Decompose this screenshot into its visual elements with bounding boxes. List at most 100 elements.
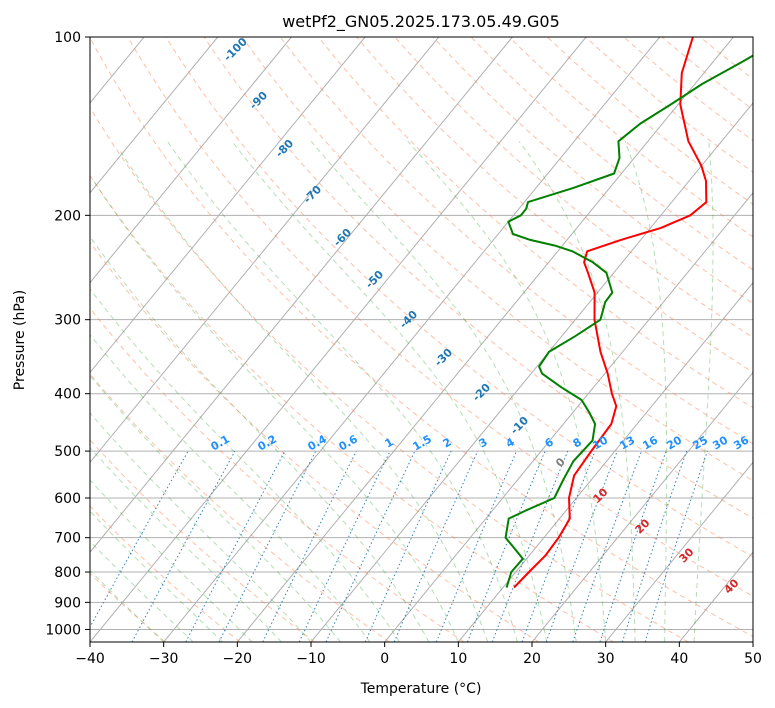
x-tick-label: 0 — [380, 651, 389, 667]
moist-adiabat — [231, 140, 548, 642]
moist-adiabat — [624, 141, 668, 642]
isotherm-gridline — [605, 461, 753, 642]
mixing-ratio-line — [218, 450, 317, 642]
dry-adiabat — [90, 373, 390, 642]
isotherm-gridline — [752, 641, 753, 642]
isotherm-gridline — [90, 37, 219, 194]
x-tick-label: 10 — [449, 651, 467, 667]
y-tick-label: 800 — [54, 565, 81, 581]
dewpoint-profile — [504, 54, 753, 588]
x-axis-label: Temperature (°C) — [360, 681, 482, 697]
background-lines — [0, 37, 753, 642]
moist-adiabat-label: 10 — [591, 485, 611, 505]
dry-adiabat-label: -40 — [397, 308, 420, 331]
dry-adiabat-label: -30 — [432, 346, 455, 369]
dry-adiabat — [90, 439, 315, 642]
dry-adiabat — [661, 37, 753, 111]
mixing-ratio-label: 0.4 — [306, 432, 330, 453]
isotherm-gridline — [90, 37, 587, 642]
moist-adiabat — [90, 479, 253, 642]
mixing-ratio-line — [185, 450, 286, 642]
moist-adiabat — [407, 140, 607, 642]
mixing-ratio-label: 25 — [690, 434, 710, 453]
moist-adiabat — [93, 180, 459, 642]
mixing-ratio-label: 8 — [571, 435, 584, 450]
dry-adiabat-label: -90 — [247, 89, 270, 112]
moist-adiabat-label: 0 — [553, 455, 568, 470]
isotherm-gridline — [163, 37, 661, 642]
mixing-ratio-label: 6 — [543, 435, 556, 450]
mixing-ratio-line — [393, 450, 479, 642]
dry-adiabat — [90, 572, 166, 642]
y-tick-label: 600 — [54, 491, 81, 507]
dry-adiabat — [623, 37, 753, 142]
moist-adiabat — [90, 540, 194, 642]
y-axis-label: Pressure (hPa) — [12, 290, 28, 390]
dry-adiabat — [699, 37, 753, 80]
mixing-ratio-line — [572, 450, 642, 642]
isotherm-gridline — [90, 37, 292, 284]
mixing-ratio-line — [298, 450, 391, 642]
dry-adiabat — [203, 37, 753, 519]
dry-adiabat-label: -100 — [221, 35, 250, 64]
y-tick-label: 400 — [54, 387, 81, 403]
mixing-ratio-label: 4 — [504, 435, 517, 450]
mixing-ratio-line — [90, 450, 189, 629]
temperature-profile — [513, 37, 708, 589]
y-tick-label: 100 — [54, 30, 81, 46]
x-tick-label: −40 — [75, 651, 105, 667]
x-tick-label: −10 — [296, 651, 326, 667]
mixing-ratio-line — [545, 450, 618, 642]
mixing-ratio-label: 30 — [710, 433, 730, 452]
moist-adiabat — [90, 446, 282, 642]
dry-adiabat-label: -60 — [331, 226, 354, 249]
moist-adiabat — [90, 235, 430, 642]
mixing-ratio-line — [521, 450, 596, 642]
mixing-ratio-label: 13 — [617, 434, 637, 453]
x-tick-label: −20 — [223, 651, 253, 667]
dry-adiabat — [90, 505, 241, 642]
y-tick-label: 300 — [54, 313, 81, 329]
isotherm-gridline — [90, 37, 440, 464]
isotherm-gridline — [384, 192, 753, 642]
isotherm-gridline — [310, 102, 753, 642]
moist-adiabat-label: 40 — [722, 576, 742, 596]
y-tick-label: 1000 — [45, 622, 81, 638]
dry-adiabat-label: -10 — [508, 414, 531, 437]
mixing-ratio-label: 3 — [477, 435, 490, 450]
mixing-ratio-label: 1 — [383, 435, 396, 450]
x-tick-label: 20 — [523, 651, 541, 667]
moist-adiabat — [693, 141, 714, 642]
dry-adiabat — [90, 307, 465, 642]
dry-adiabat — [356, 37, 753, 373]
y-tick-label: 900 — [54, 595, 81, 611]
moist-adiabat — [90, 510, 223, 642]
mixing-ratio-line — [491, 450, 569, 642]
dry-adiabat — [432, 37, 753, 304]
moist-adiabat — [166, 141, 518, 642]
mixing-ratio-label: 0.6 — [337, 432, 361, 453]
dry-adiabat — [90, 241, 540, 642]
moist-adiabat — [90, 374, 341, 642]
isotherm-gridline — [90, 37, 513, 553]
dry-adiabat — [547, 37, 753, 205]
profile-lines — [504, 37, 753, 589]
mixing-ratio-line — [621, 450, 688, 642]
x-tick-label: 30 — [597, 651, 615, 667]
mixing-ratio-label: 0.1 — [209, 432, 232, 453]
x-tick-label: −30 — [149, 651, 179, 667]
isotherm-gridline — [0, 37, 70, 642]
y-tick-label: 200 — [54, 208, 81, 224]
mixing-ratio-line — [262, 450, 357, 642]
isotherm-gridline — [457, 281, 753, 642]
moist-adiabat — [118, 149, 489, 642]
moist-adiabat — [518, 141, 636, 642]
plot-frame — [89, 36, 754, 643]
dry-adiabat-label: -70 — [301, 183, 324, 206]
mixing-ratio-line — [599, 450, 667, 642]
mixing-ratio-line — [467, 450, 546, 642]
y-axis-ticks: 100 200 300 400 500 600 700 800 900 1000 — [45, 30, 90, 638]
dry-adiabat-label: -20 — [470, 381, 493, 404]
mixing-ratio-label: 36 — [731, 433, 751, 452]
